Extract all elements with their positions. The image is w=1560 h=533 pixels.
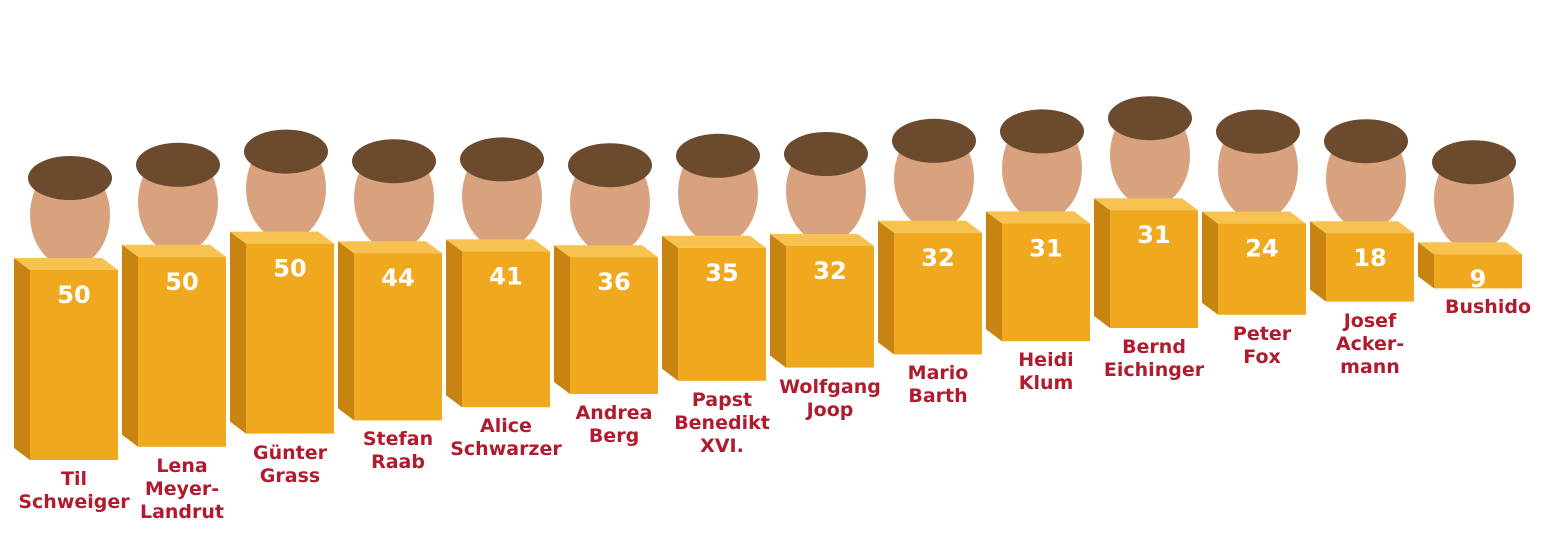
bar-top [770,234,874,246]
bar-side [1202,212,1218,315]
portrait-hair [1216,110,1300,154]
bar-side [14,258,30,460]
value-label: 41 [489,262,522,290]
portrait-hair [1324,119,1408,163]
bar-top [230,232,334,244]
portrait-hair [1432,140,1516,184]
bar-side [446,239,462,407]
bar-top [1094,198,1198,210]
bar-top [446,239,550,251]
bar-top [122,245,226,257]
bar-side [554,245,570,394]
value-label: 50 [165,268,198,296]
bar-top [338,241,442,253]
value-label: 50 [273,255,306,283]
bar-side [338,241,354,420]
value-label: 35 [705,259,738,287]
value-label: 44 [381,264,414,292]
bar-side [770,234,786,368]
portrait-hair [676,134,760,178]
category-label: Bushido [1423,296,1553,319]
chart: 505050444136353232313124189 Til Schweige… [0,0,1560,533]
bar-side [1094,198,1110,328]
value-label: 18 [1353,244,1386,272]
bar-top [14,258,118,270]
bar-side [230,232,246,434]
bar-top [986,211,1090,223]
portrait-hair [352,139,436,183]
category-label: Josef Acker- mann [1305,310,1435,379]
portrait-hair [136,143,220,187]
portrait-hair [568,143,652,187]
bar-top [1418,242,1522,254]
bar-top [1310,221,1414,233]
value-label: 36 [597,268,630,296]
bar-top [878,221,982,233]
bar-top [554,245,658,257]
value-label: 50 [57,281,90,309]
value-label: 32 [921,244,954,272]
bar-top [1202,212,1306,224]
portrait-hair [892,119,976,163]
value-label: 24 [1245,235,1278,263]
value-label: 31 [1137,221,1170,249]
bar-side [986,211,1002,341]
portrait-hair [28,156,112,200]
bar-top [662,236,766,248]
portrait-hair [1000,109,1084,153]
bar-side [878,221,894,355]
portrait-hair [244,130,328,174]
bar-side [122,245,138,447]
bar-side [1310,221,1326,301]
portrait-hair [1108,96,1192,140]
value-label: 31 [1029,234,1062,262]
value-label: 9 [1470,265,1487,293]
bar-side [662,236,678,381]
value-label: 32 [813,257,846,285]
portrait-hair [784,132,868,176]
portrait-hair [460,137,544,181]
